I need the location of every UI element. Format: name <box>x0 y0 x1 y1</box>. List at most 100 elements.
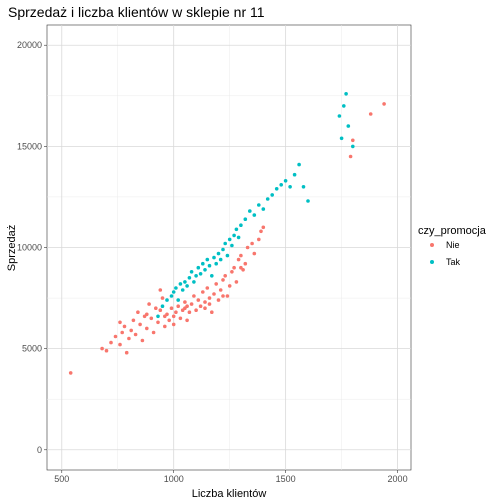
point-tak <box>169 294 174 298</box>
point-nie <box>100 346 104 351</box>
point-nie <box>221 294 225 298</box>
point-nie <box>145 312 149 317</box>
point-tak <box>232 233 236 238</box>
point-nie <box>140 338 145 343</box>
point-nie <box>118 342 122 347</box>
point-nie <box>156 320 160 325</box>
y-tick-label: 20000 <box>17 40 42 50</box>
point-nie <box>259 229 263 234</box>
x-axis-ticks: 500 1000 1500 2000 <box>54 470 408 484</box>
point-tak <box>174 286 178 290</box>
point-nie <box>207 302 212 306</box>
point-nie <box>171 314 176 319</box>
y-tick-label: 10000 <box>17 243 42 253</box>
point-nie <box>122 324 127 329</box>
point-nie <box>167 318 171 323</box>
chart-title: Sprzedaż i liczba klientów w sklepie nr … <box>8 4 265 20</box>
point-tak <box>337 114 342 118</box>
point-tak <box>201 261 205 266</box>
point-nie <box>236 257 241 262</box>
point-tak <box>279 183 284 187</box>
point-tak <box>223 241 227 246</box>
point-tak <box>297 162 301 167</box>
point-tak <box>189 270 194 274</box>
point-nie <box>133 332 138 337</box>
point-nie <box>187 310 192 315</box>
point-nie <box>218 288 223 292</box>
point-nie <box>163 314 167 319</box>
point-tak <box>288 185 292 189</box>
point-tak <box>165 298 169 302</box>
x-tick-label: 2000 <box>388 474 408 484</box>
point-nie <box>382 102 386 106</box>
point-nie <box>203 300 207 304</box>
point-nie <box>109 340 113 345</box>
point-nie <box>196 298 201 302</box>
point-nie <box>245 245 250 250</box>
x-tick-label: 1500 <box>276 474 296 484</box>
point-tak <box>234 227 239 232</box>
point-nie <box>234 280 239 284</box>
point-nie <box>225 294 230 298</box>
point-nie <box>158 308 163 313</box>
point-tak <box>283 179 288 183</box>
point-nie <box>113 334 118 339</box>
point-tak <box>156 314 160 319</box>
point-tak <box>342 104 346 108</box>
point-nie <box>192 294 196 298</box>
point-nie <box>351 138 355 143</box>
point-tak <box>252 213 257 217</box>
point-nie <box>154 306 158 311</box>
point-tak <box>248 209 252 213</box>
y-axis-title: Sprzedaż <box>6 225 18 271</box>
point-nie <box>149 316 154 321</box>
point-tak <box>183 280 187 284</box>
x-axis-title: Liczba klientów <box>192 488 267 500</box>
point-nie <box>174 310 178 315</box>
legend-items: Nie Tak <box>430 240 461 267</box>
point-tak <box>176 298 180 302</box>
point-nie <box>171 322 176 327</box>
y-tick-label: 15000 <box>17 141 42 151</box>
point-nie <box>252 251 257 256</box>
point-tak <box>212 255 216 260</box>
point-tak <box>230 243 234 248</box>
point-tak <box>274 187 279 191</box>
point-tak <box>339 136 344 141</box>
point-tak <box>160 304 165 309</box>
legend: czy_promocja Nie Tak <box>418 225 487 267</box>
point-tak <box>171 290 176 294</box>
point-tak <box>221 247 225 252</box>
point-nie <box>207 296 212 300</box>
point-nie <box>104 348 109 353</box>
point-nie <box>205 286 210 290</box>
point-nie <box>239 253 243 258</box>
point-tak <box>187 276 192 280</box>
point-tak <box>210 274 214 278</box>
point-nie <box>138 322 142 327</box>
point-tak <box>216 251 221 256</box>
point-tak <box>196 265 201 270</box>
point-tak <box>292 172 297 177</box>
y-axis-ticks: 0 5000 10000 15000 20000 <box>17 40 47 455</box>
point-nie <box>131 318 136 323</box>
point-nie <box>198 304 203 309</box>
point-tak <box>301 185 306 189</box>
point-nie <box>221 278 225 282</box>
point-tak <box>192 280 196 284</box>
point-tak <box>243 217 248 221</box>
grid-major <box>47 25 411 470</box>
point-tak <box>198 272 203 276</box>
point-tak <box>351 144 355 149</box>
point-nie <box>151 330 156 335</box>
point-tak <box>265 197 270 201</box>
point-nie <box>239 265 243 270</box>
point-tak <box>203 268 207 272</box>
legend-label-nie: Nie <box>446 240 460 250</box>
point-nie <box>178 316 183 321</box>
point-tak <box>346 124 351 128</box>
point-nie <box>118 320 122 325</box>
point-tak <box>239 223 243 227</box>
point-nie <box>127 336 131 341</box>
